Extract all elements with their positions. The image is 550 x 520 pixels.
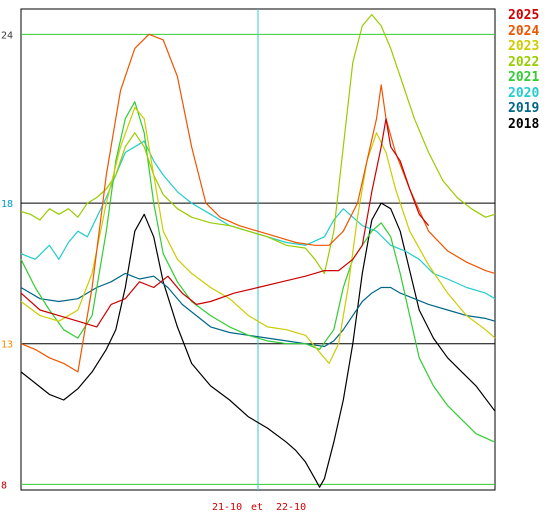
series-line-2019 bbox=[20, 272, 496, 348]
y-tick-24: 24 bbox=[1, 30, 13, 41]
legend-item-2023: 2023 bbox=[508, 39, 540, 54]
legend: 2025 2024 2023 2022 2021 2020 2019 2018 bbox=[508, 8, 539, 132]
series-line-2023 bbox=[20, 106, 496, 364]
legend-item-2024: 2024 bbox=[508, 23, 540, 39]
x-label-right: 22-10 bbox=[276, 502, 307, 513]
series-line-2022 bbox=[20, 14, 496, 274]
series-line-2025 bbox=[20, 118, 430, 328]
legend-item-2020: 2020 bbox=[508, 85, 540, 101]
y-tick-13: 13 bbox=[1, 340, 13, 351]
x-label-left: 21-10 bbox=[212, 502, 243, 513]
y-tick-18: 18 bbox=[1, 199, 13, 210]
legend-item-2022: 2022 bbox=[508, 54, 540, 70]
legend-item-2018: 2018 bbox=[508, 116, 540, 132]
legend-item-2025: 2025 bbox=[508, 8, 540, 23]
legend-item-2019: 2019 bbox=[508, 101, 540, 116]
series-line-2024 bbox=[20, 33, 496, 373]
y-tick-8: 8 bbox=[1, 480, 7, 491]
legend-item-2021: 2021 bbox=[508, 70, 540, 85]
series-line-2021 bbox=[20, 101, 496, 443]
x-label-mid: et bbox=[251, 502, 264, 513]
